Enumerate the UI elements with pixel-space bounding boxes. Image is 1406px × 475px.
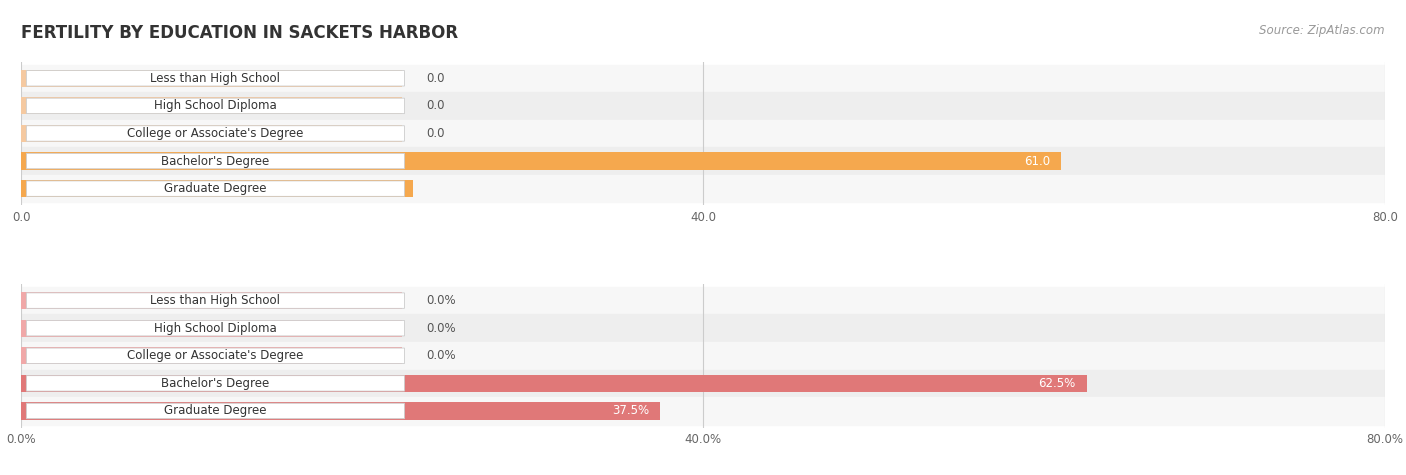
FancyBboxPatch shape [27,348,405,363]
FancyBboxPatch shape [27,181,405,196]
Bar [21,180,413,197]
Bar [21,287,1385,314]
Text: 0.0%: 0.0% [426,294,456,307]
FancyBboxPatch shape [27,376,405,391]
Text: 61.0: 61.0 [1024,154,1050,168]
Bar [21,375,1087,392]
Text: 0.0%: 0.0% [426,322,456,335]
Bar [21,370,1385,397]
Bar [21,147,1385,175]
Bar [21,125,402,142]
Text: 0.0: 0.0 [426,72,444,85]
FancyBboxPatch shape [27,293,405,308]
Text: 37.5%: 37.5% [613,404,650,418]
Text: College or Associate's Degree: College or Associate's Degree [128,349,304,362]
Text: 62.5%: 62.5% [1039,377,1076,390]
FancyBboxPatch shape [27,71,405,86]
Text: 0.0%: 0.0% [426,349,456,362]
Text: Bachelor's Degree: Bachelor's Degree [162,377,270,390]
Bar [21,292,402,309]
Bar [21,152,1062,170]
FancyBboxPatch shape [27,403,405,418]
Bar [21,347,402,364]
Text: FERTILITY BY EDUCATION IN SACKETS HARBOR: FERTILITY BY EDUCATION IN SACKETS HARBOR [21,24,458,42]
FancyBboxPatch shape [27,321,405,336]
Bar [21,97,402,114]
Text: Graduate Degree: Graduate Degree [165,182,267,195]
Bar [21,320,402,337]
Bar [21,314,1385,342]
Text: 0.0: 0.0 [426,127,444,140]
Bar [21,92,1385,120]
FancyBboxPatch shape [27,126,405,141]
Text: Less than High School: Less than High School [150,72,280,85]
Text: High School Diploma: High School Diploma [155,322,277,335]
Text: Less than High School: Less than High School [150,294,280,307]
FancyBboxPatch shape [27,98,405,114]
Bar [21,65,1385,92]
FancyBboxPatch shape [27,153,405,169]
Bar [21,175,1385,202]
Text: 23.0: 23.0 [377,182,402,195]
Text: Bachelor's Degree: Bachelor's Degree [162,154,270,168]
Text: Graduate Degree: Graduate Degree [165,404,267,418]
Bar [21,70,402,87]
Bar [21,397,1385,425]
Bar [21,402,661,419]
Bar [21,120,1385,147]
Text: 0.0: 0.0 [426,99,444,113]
Text: College or Associate's Degree: College or Associate's Degree [128,127,304,140]
Text: High School Diploma: High School Diploma [155,99,277,113]
Text: Source: ZipAtlas.com: Source: ZipAtlas.com [1260,24,1385,37]
Bar [21,342,1385,370]
